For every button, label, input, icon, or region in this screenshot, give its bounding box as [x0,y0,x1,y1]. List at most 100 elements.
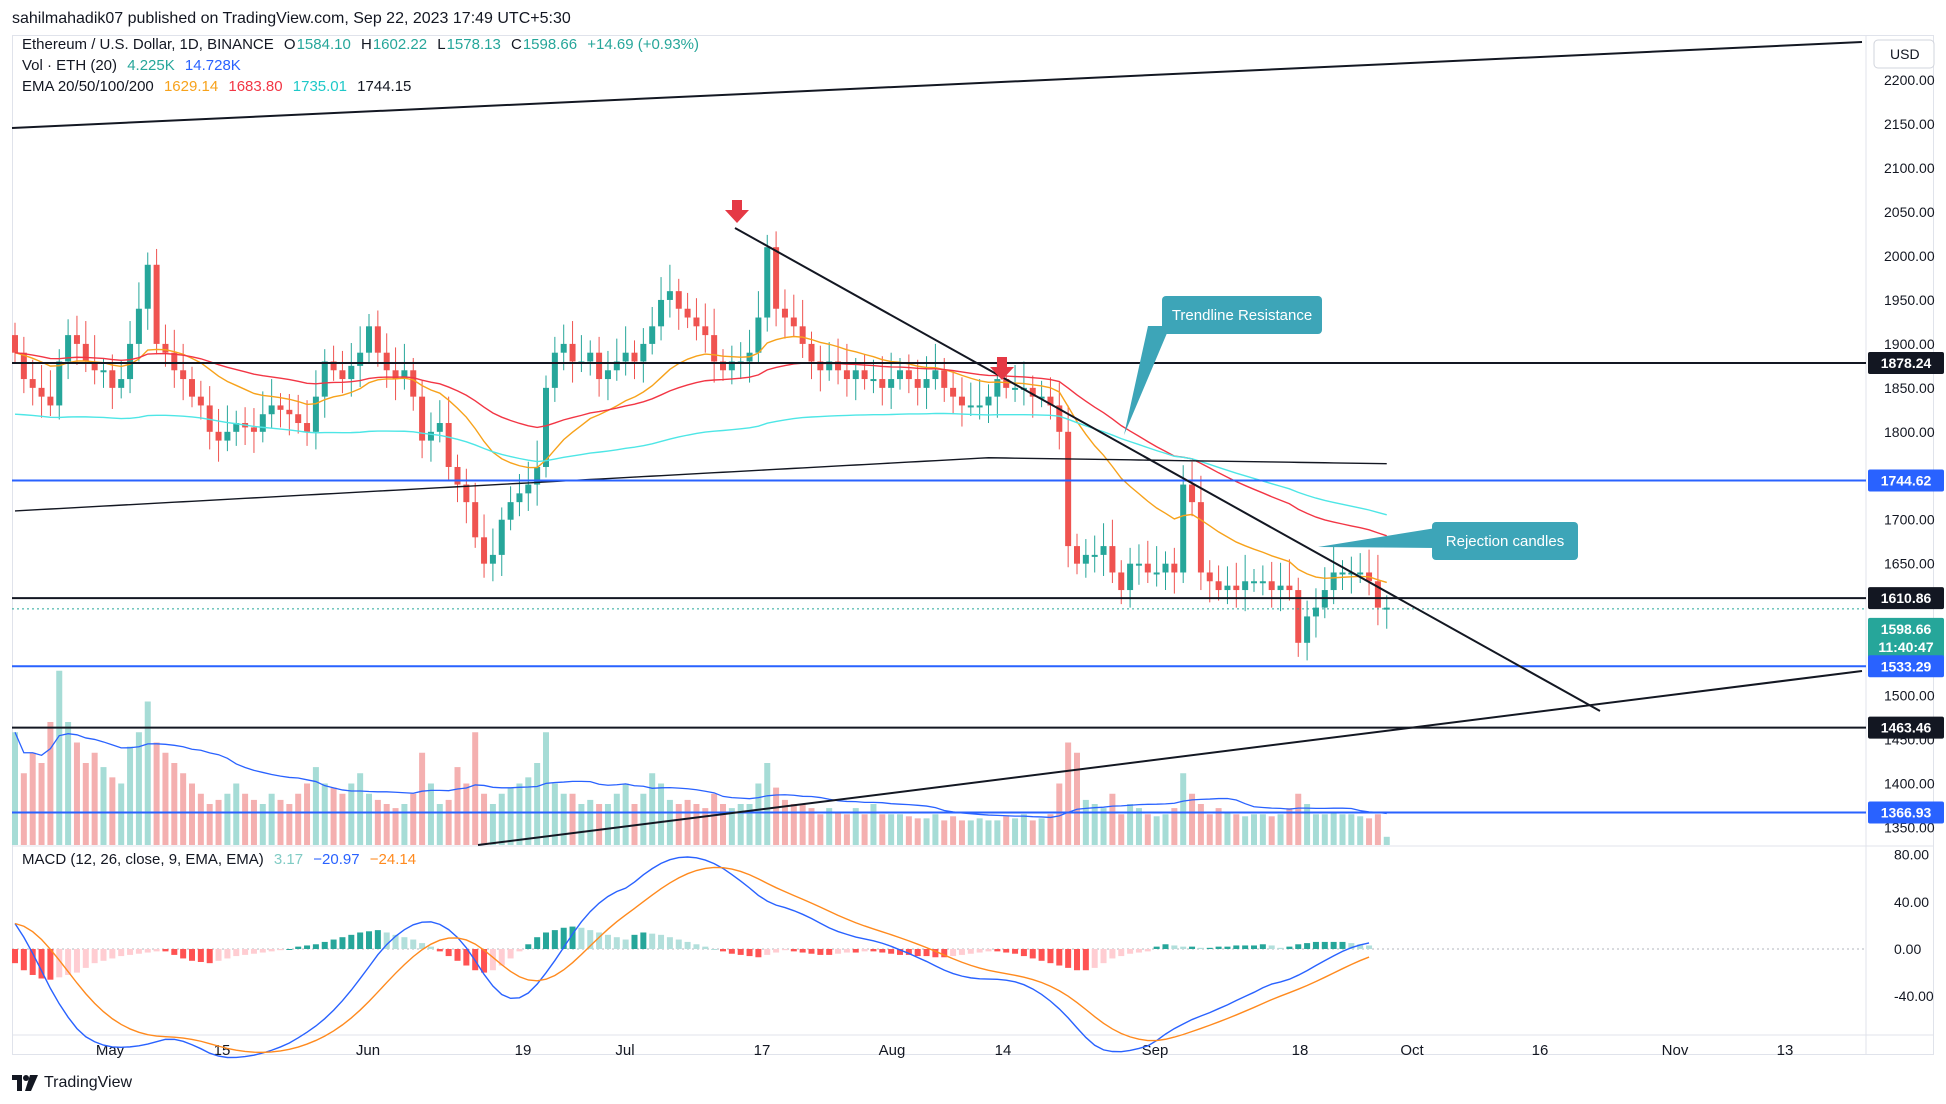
candle-body [914,379,921,388]
macd-histogram-bar [534,937,541,949]
volume-bar [1135,808,1142,845]
macd-histogram-bar [560,927,567,949]
macd-histogram-bar [1197,947,1204,949]
macd-histogram-bar [1189,946,1196,949]
macd-histogram-bar [1091,949,1098,968]
candle-body [1304,616,1311,643]
candle-body [1162,563,1169,573]
macd-histogram-bar [127,949,134,955]
candle-body [551,352,558,388]
volume-bar [1144,814,1151,845]
symbol-label[interactable]: Ethereum / U.S. Dollar, 1D, BINANCE [22,36,274,53]
macd-histogram-bar [843,949,850,953]
volume-bar [693,804,700,845]
y-tick-label: 1500.00 [1884,688,1935,704]
volume-bar [1029,820,1036,845]
candle-body [958,396,965,406]
volume-bar [1047,814,1054,845]
macd-histogram-bar [47,949,54,980]
price-axis-label-bg [1868,801,1944,824]
macd-histogram-bar [357,932,364,949]
volume-bar [1012,818,1019,845]
candle-body [1224,585,1231,591]
candle-body [879,379,886,388]
macd-histogram-bar [100,949,107,961]
volume-bar [1348,814,1355,845]
macd-histogram-bar [905,949,912,955]
volume-bar [666,799,673,845]
candle-body [1038,396,1045,399]
candle-body [1251,581,1257,584]
candle-body [764,247,771,318]
macd-histogram-bar [976,949,983,953]
volume-bar [489,804,496,845]
ema-label[interactable]: EMA 20/50/100/200 [22,78,154,95]
macd-histogram-bar [808,949,815,954]
macd-histogram-bar [1118,949,1125,957]
volume-bar [1189,793,1196,845]
volume-bar [1268,816,1275,845]
publisher-info: sahilmahadik07 published on TradingView.… [12,10,571,27]
chart-frame [12,35,1934,1055]
volume-label[interactable]: Vol · ETH (20) [22,57,118,74]
macd-histogram-bar [543,932,549,949]
macd-histogram-bar [1109,949,1116,959]
candle-body [215,431,222,441]
macd-histogram-bar [1135,949,1142,953]
volume-bar [445,799,452,845]
macd-histogram-bar [631,934,638,949]
macd-histogram-bar [737,949,744,955]
macd-histogram-bar [153,949,160,952]
candle-body [12,335,18,353]
candle-body [1277,585,1284,591]
candle-body [419,396,426,441]
volume-bar [383,804,390,845]
candle-body [374,326,381,353]
volume-bar [73,742,80,845]
volume-bar [250,799,257,845]
volume-bar [658,783,665,845]
candle-body [180,370,187,380]
macd-histogram-bar [135,949,142,954]
candle-body [543,387,549,467]
macd-histogram-bar [1127,949,1134,954]
close-label: C1598.66 [511,36,578,53]
macd-histogram-bar [366,931,372,949]
volume-ma-line [14,731,1387,819]
candle-body [675,291,682,309]
candle-body [1118,572,1125,591]
price-axis-label-bg [1868,617,1944,640]
volume-bar [268,793,275,845]
volume-bar [640,793,647,845]
macd-label[interactable]: MACD (12, 26, close, 9, EMA, EMA) [22,851,264,868]
candle-body [348,365,355,380]
volume-bar [1206,814,1213,845]
volume-bar [728,808,735,845]
candle-body [1206,572,1213,582]
candle-body [321,361,328,397]
volume-bar [1038,818,1045,845]
volume-bar [826,808,833,845]
macd-histogram-bar [109,949,116,959]
macd-histogram-bar [268,949,275,952]
macd-histogram-bar [65,949,72,975]
volume-bar [65,722,72,845]
volume-bar [162,752,169,845]
volume-bar [1109,793,1116,845]
macd-histogram-bar [1020,949,1027,957]
macd-histogram-bar [1180,946,1187,949]
macd-histogram-bar [498,949,505,966]
tradingview-branding[interactable]: TradingView [12,1074,132,1092]
volume-bar [1162,814,1169,845]
macd-histogram-bar [817,949,824,955]
rejection-candles-label: Rejection candles [1446,533,1564,550]
macd-histogram-bar [702,946,709,949]
macd-histogram-bar [516,949,523,952]
macd-histogram-bar [277,949,284,951]
volume-value: 4.225K [127,57,175,74]
volume-bar [374,799,381,845]
ema20-value: 1629.14 [163,78,219,95]
candle-body [1242,581,1249,591]
volume-bar [1020,814,1027,845]
